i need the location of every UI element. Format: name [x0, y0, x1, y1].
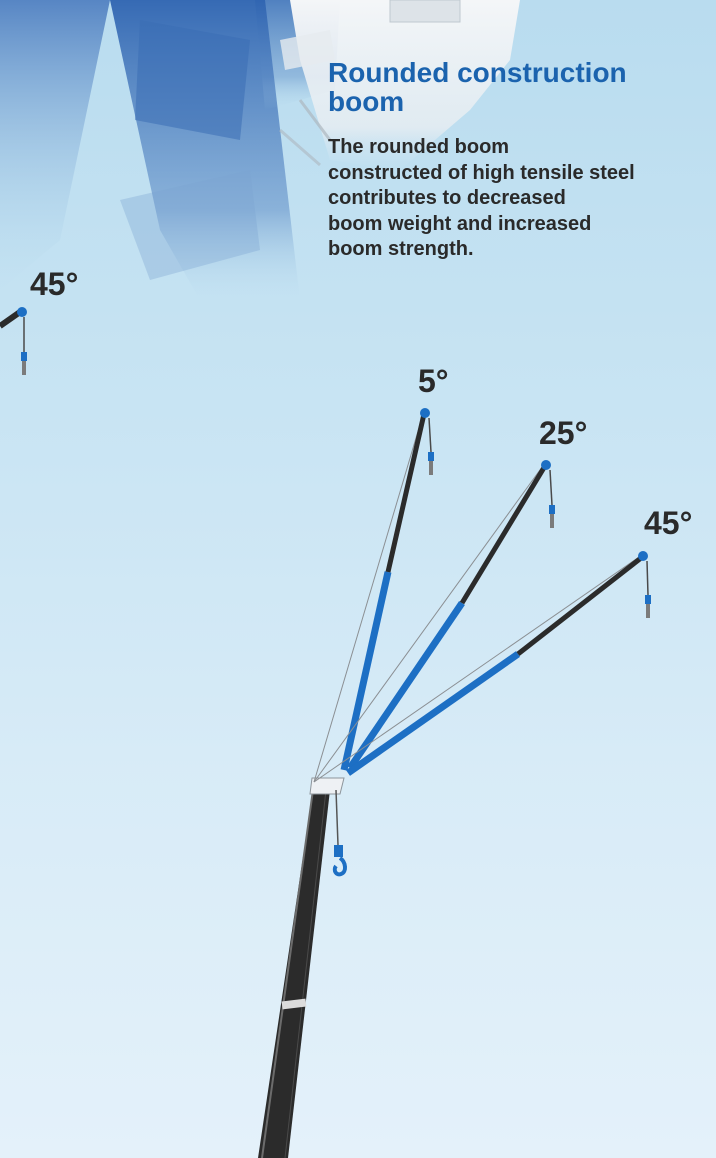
- description-line: boom weight and increased: [328, 212, 700, 238]
- crane-hook-icon: [335, 858, 345, 874]
- angle-label-5: 5°: [418, 363, 449, 399]
- description-line: boom strength.: [328, 237, 700, 263]
- description-line: contributes to decreased: [328, 186, 700, 212]
- angle-label-25: 25°: [539, 415, 587, 451]
- left-boom-tip: [0, 307, 27, 375]
- description-line: constructed of high tensile steel: [328, 161, 700, 187]
- description-line: The rounded boom: [328, 135, 700, 161]
- main-boom: [258, 778, 344, 1158]
- angle-label-45: 45°: [644, 505, 692, 541]
- section-description: The rounded boom constructed of high ten…: [328, 135, 700, 263]
- angle-label-left-45: 45°: [30, 266, 78, 302]
- section-title: Rounded construction boom: [328, 58, 708, 116]
